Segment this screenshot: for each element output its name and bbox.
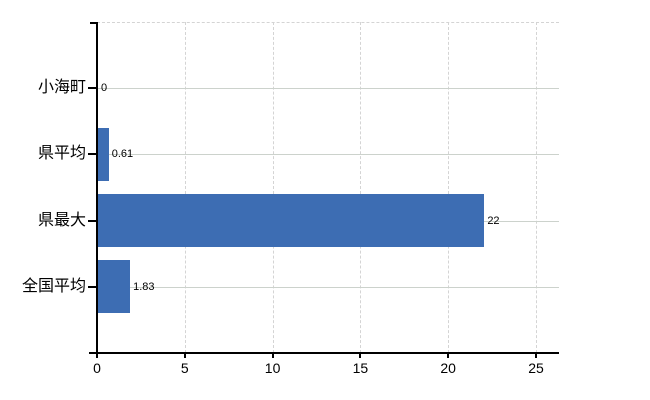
x-tick-mark (183, 352, 186, 358)
x-gridline (536, 22, 537, 353)
x-gridline (360, 22, 362, 353)
y-tick-mark (88, 285, 97, 288)
bar (98, 260, 131, 314)
y-gridline (97, 286, 559, 288)
bar (98, 194, 485, 248)
plot-top-border (97, 22, 559, 23)
category-label: 県最大 (37, 211, 86, 229)
category-label: 全国平均 (21, 277, 86, 295)
y-tick-mark (88, 153, 97, 156)
y-tick-mark (88, 219, 97, 222)
x-tick-mark (359, 352, 362, 358)
x-gridline (448, 22, 450, 353)
x-tick-mark (96, 352, 98, 358)
value-label: 1.83 (133, 280, 155, 293)
x-tick-label: 0 (93, 360, 101, 376)
x-tick-label: 5 (180, 360, 189, 376)
value-label: 22 (487, 214, 500, 227)
x-tick-mark (535, 352, 537, 358)
x-tick-mark (447, 352, 450, 358)
x-tick-mark (271, 352, 274, 358)
bar (98, 127, 109, 181)
x-tick-label: 10 (264, 360, 281, 376)
x-tick-label: 15 (352, 360, 369, 376)
value-label: 0 (101, 82, 108, 95)
category-label: 県平均 (37, 145, 86, 163)
x-gridline (272, 22, 274, 353)
x-tick-label: 25 (528, 360, 544, 376)
category-label: 小海町 (37, 79, 86, 97)
x-axis (89, 352, 559, 354)
y-axis (96, 22, 98, 358)
x-gridline (184, 22, 186, 353)
y-gridline (97, 88, 559, 90)
value-label: 0.61 (111, 148, 134, 161)
y-axis-top-cap (90, 22, 98, 24)
y-gridline (97, 154, 559, 156)
y-tick-mark (88, 87, 97, 90)
x-tick-label: 20 (440, 360, 456, 376)
